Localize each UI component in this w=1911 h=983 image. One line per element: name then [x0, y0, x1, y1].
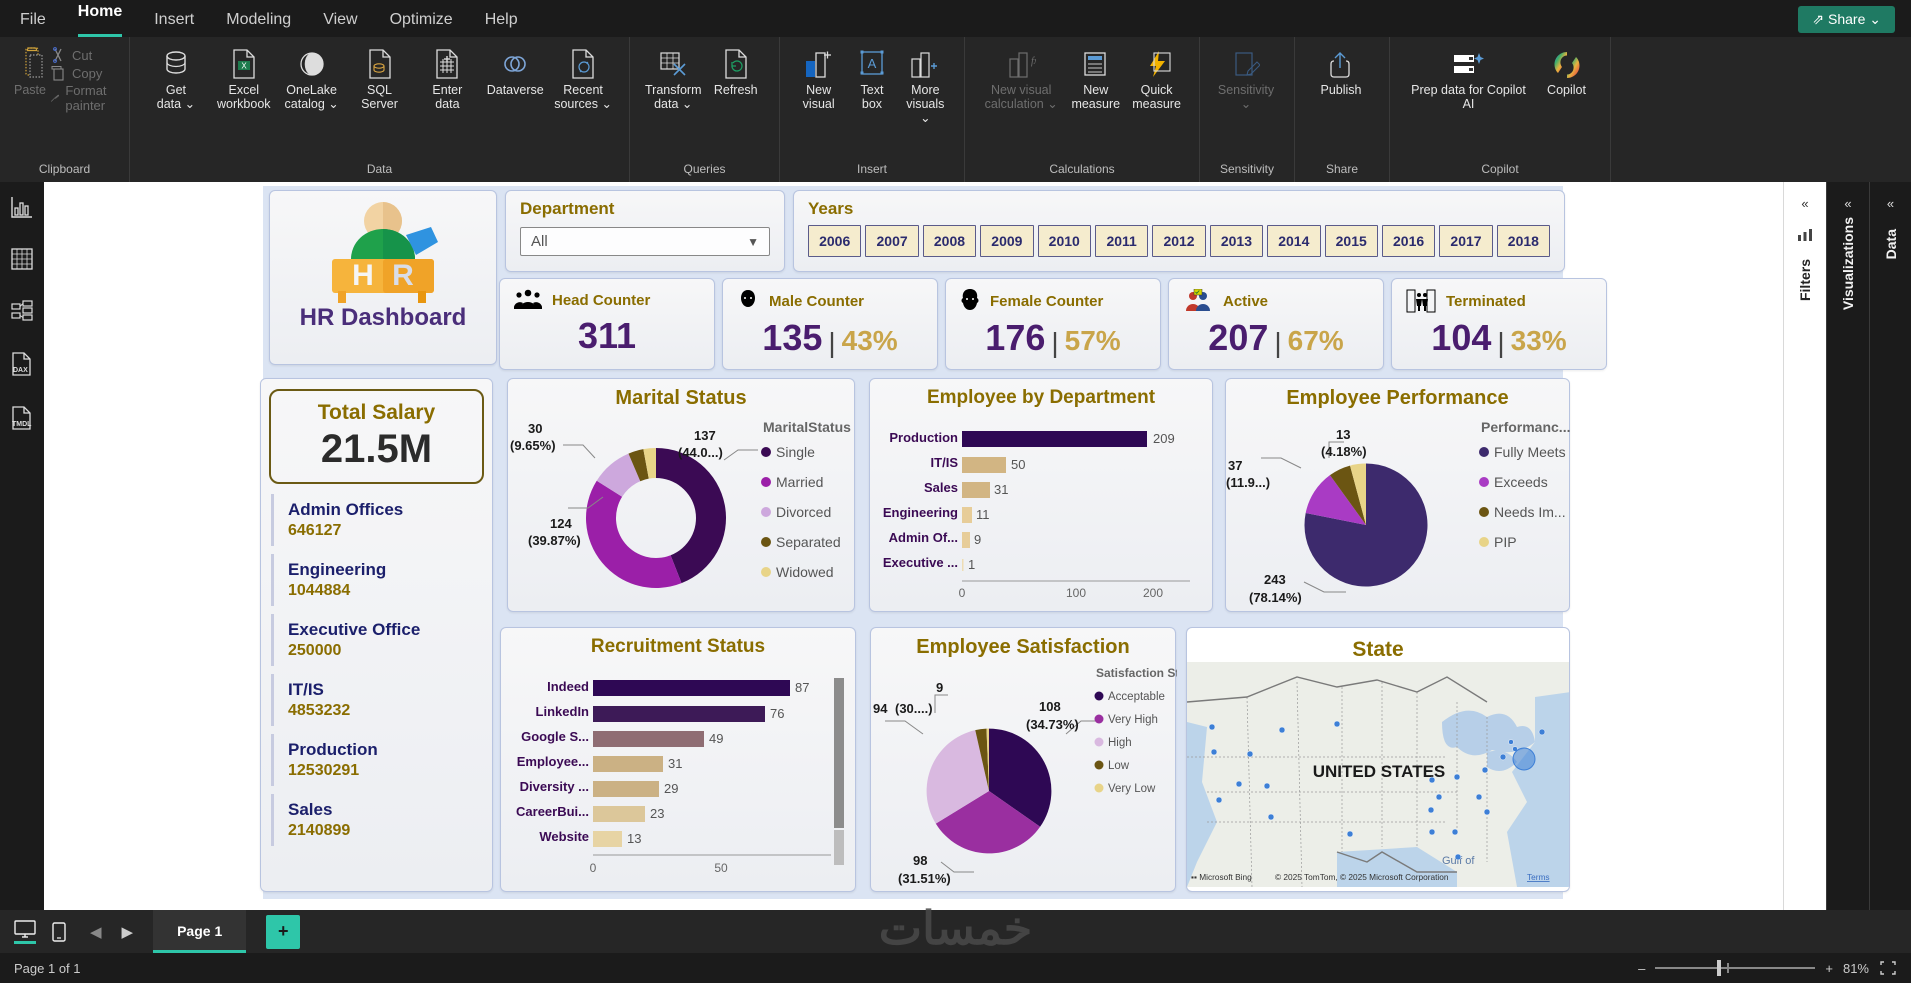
svg-text:DAX: DAX — [13, 367, 28, 374]
svg-text:UNITED STATES: UNITED STATES — [1313, 762, 1446, 781]
svg-text:13: 13 — [1336, 427, 1350, 442]
svg-text:Production: Production — [889, 430, 958, 445]
svg-text:(11.9...): (11.9...) — [1226, 475, 1270, 490]
svg-text:Admin Of...: Admin Of... — [889, 530, 958, 545]
svg-text:(34.73%): (34.73%) — [1026, 717, 1079, 732]
svg-text:13: 13 — [627, 831, 641, 846]
svg-text:Engineering: Engineering — [883, 505, 958, 520]
svg-text:0: 0 — [959, 586, 966, 600]
svg-text:fx: fx — [1031, 56, 1036, 67]
svg-text:0: 0 — [590, 861, 597, 875]
svg-text:(31.51%): (31.51%) — [898, 871, 951, 886]
svg-text:Very Low: Very Low — [1108, 783, 1156, 795]
svg-text:23: 23 — [650, 806, 664, 821]
svg-text:37: 37 — [1228, 458, 1242, 473]
svg-text:CareerBui...: CareerBui... — [516, 804, 589, 819]
svg-text:50: 50 — [714, 861, 728, 875]
svg-text:H: H — [352, 259, 374, 292]
svg-text:76: 76 — [770, 706, 784, 721]
svg-text:(30....): (30....) — [895, 701, 933, 716]
svg-text:9: 9 — [974, 532, 981, 547]
svg-text:29: 29 — [664, 781, 678, 796]
svg-text:108: 108 — [1039, 699, 1061, 714]
svg-text:R: R — [392, 259, 414, 292]
svg-text:Needs Im...: Needs Im... — [1494, 504, 1566, 520]
svg-text:PIP: PIP — [1494, 534, 1517, 550]
svg-text:Employee...: Employee... — [517, 754, 589, 769]
svg-text:X: X — [241, 62, 247, 71]
svg-text:100: 100 — [1066, 586, 1086, 600]
svg-text:Married: Married — [776, 474, 823, 490]
svg-text:Very High: Very High — [1108, 714, 1158, 726]
svg-text:(4.18%): (4.18%) — [1321, 444, 1367, 459]
svg-text:Separated: Separated — [776, 534, 841, 550]
svg-text:Indeed: Indeed — [547, 679, 589, 694]
svg-text:209: 209 — [1153, 431, 1175, 446]
svg-text:Satisfaction St...: Satisfaction St... — [1096, 666, 1177, 680]
svg-text:(44.0...): (44.0...) — [678, 445, 723, 460]
svg-text:LinkedIn: LinkedIn — [536, 704, 590, 719]
svg-text:1: 1 — [968, 557, 975, 572]
svg-text:9: 9 — [936, 680, 943, 695]
svg-text:Exceeds: Exceeds — [1494, 474, 1548, 490]
svg-text:49: 49 — [709, 731, 723, 746]
svg-text:MaritalStatus: MaritalStatus — [763, 419, 851, 435]
svg-text:31: 31 — [668, 756, 682, 771]
svg-text:▪▪ Microsoft Bing: ▪▪ Microsoft Bing — [1191, 872, 1252, 882]
svg-text:IT/IS: IT/IS — [931, 455, 959, 470]
svg-text:Low: Low — [1108, 760, 1130, 772]
svg-text:(9.65%): (9.65%) — [510, 438, 556, 453]
svg-text:Google S...: Google S... — [521, 729, 589, 744]
svg-text:30: 30 — [528, 421, 542, 436]
svg-text:(78.14%): (78.14%) — [1249, 590, 1302, 605]
svg-text:Executive ...: Executive ... — [883, 555, 958, 570]
svg-text:Widowed: Widowed — [776, 564, 834, 580]
svg-text:11: 11 — [976, 507, 990, 522]
svg-text:(39.87%): (39.87%) — [528, 533, 581, 548]
svg-text:Website: Website — [539, 829, 589, 844]
svg-text:A: A — [868, 56, 877, 71]
svg-text:Acceptable: Acceptable — [1108, 691, 1165, 703]
svg-text:200: 200 — [1143, 586, 1163, 600]
svg-text:98: 98 — [913, 853, 927, 868]
svg-text:243: 243 — [1264, 572, 1286, 587]
svg-text:94: 94 — [873, 701, 888, 716]
svg-text:137: 137 — [694, 428, 716, 443]
svg-text:124: 124 — [550, 516, 572, 531]
svg-text:Diversity ...: Diversity ... — [520, 779, 589, 794]
svg-text:Performanc...: Performanc... — [1481, 419, 1570, 435]
svg-text:Single: Single — [776, 444, 815, 460]
svg-text:Divorced: Divorced — [776, 504, 831, 520]
svg-text:Sales: Sales — [924, 480, 958, 495]
svg-text:© 2025 TomTom, © 2025 Microsof: © 2025 TomTom, © 2025 Microsoft Corporat… — [1275, 872, 1449, 882]
svg-text:TMDL: TMDL — [12, 421, 32, 428]
svg-text:50: 50 — [1011, 457, 1025, 472]
svg-text:Fully Meets: Fully Meets — [1494, 444, 1566, 460]
svg-text:High: High — [1108, 737, 1132, 749]
svg-text:31: 31 — [994, 482, 1008, 497]
svg-text:87: 87 — [795, 680, 809, 695]
svg-text:Terms: Terms — [1527, 872, 1550, 882]
